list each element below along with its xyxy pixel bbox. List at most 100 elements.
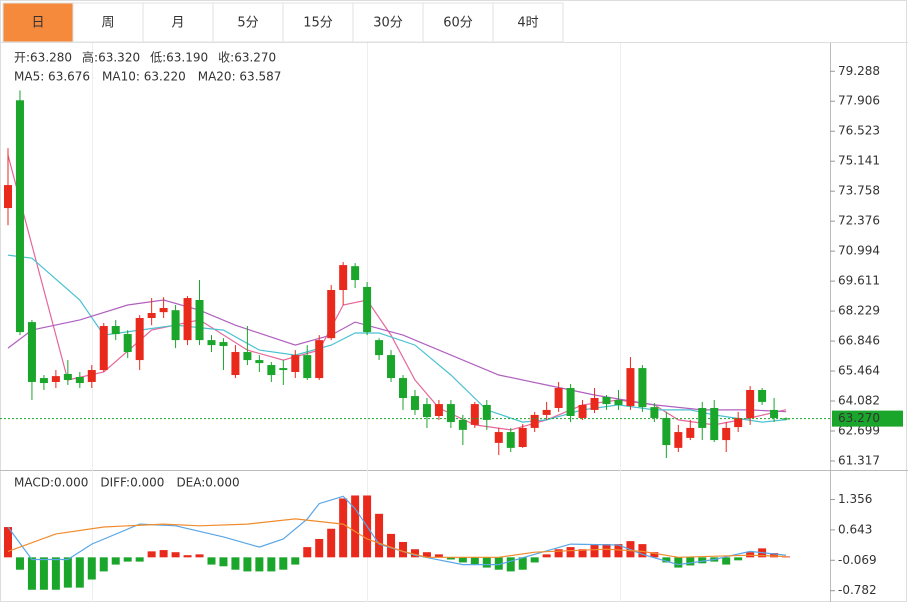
- tab-label[interactable]: 60分: [443, 16, 473, 31]
- candle-body: [63, 373, 72, 381]
- candle-body: [614, 399, 623, 405]
- macd-bar: [267, 557, 276, 572]
- macd-bar: [470, 557, 479, 565]
- tab-label[interactable]: 30分: [373, 16, 403, 31]
- macd-bar: [722, 557, 731, 565]
- macd-bar: [99, 557, 108, 572]
- tab-label[interactable]: 4时: [517, 16, 538, 31]
- macd-bar: [494, 557, 503, 570]
- y-tick-label: 65.464: [838, 364, 880, 378]
- candle-body: [315, 340, 324, 379]
- candle-body: [458, 419, 467, 430]
- macd-bar: [422, 552, 431, 558]
- tab-label[interactable]: 15分: [303, 16, 333, 31]
- candle-body: [183, 298, 192, 341]
- macd-bar: [614, 544, 623, 558]
- candle-body: [159, 308, 168, 313]
- line: [7, 254, 787, 423]
- tab-label[interactable]: 月: [171, 16, 184, 31]
- info-value: 63.280: [30, 51, 72, 65]
- candle-body: [530, 414, 539, 428]
- tab-label[interactable]: 周: [101, 16, 114, 31]
- tab-label[interactable]: 5分: [237, 16, 258, 31]
- macd-bar: [590, 544, 599, 558]
- macd-bar: [734, 557, 743, 561]
- macd-bar: [27, 557, 36, 590]
- candle-body: [39, 378, 48, 384]
- macd-bar: [602, 544, 611, 558]
- candle-body: [75, 376, 84, 384]
- line: [7, 495, 787, 566]
- info-label: 开:: [14, 51, 30, 65]
- candle-body: [566, 388, 575, 417]
- info-value: 63.320: [98, 51, 140, 65]
- candle-body: [638, 368, 647, 408]
- tab[interactable]: [282, 2, 354, 43]
- candle-body: [339, 265, 348, 291]
- info-label: 低:: [150, 51, 166, 65]
- last-price-box: [832, 410, 903, 427]
- y-tick-label: 66.846: [838, 334, 880, 348]
- legend-entry: DEA:0.000: [176, 476, 239, 490]
- candle-body: [267, 365, 276, 376]
- y-tick-label: 72.376: [838, 214, 880, 228]
- candle-body: [15, 100, 24, 333]
- candle-body: [219, 342, 228, 346]
- candle-body: [686, 427, 695, 438]
- candle-body: [662, 417, 671, 446]
- tab[interactable]: [2, 2, 74, 43]
- macd-bar: [674, 557, 683, 568]
- last-price-label: 63.270: [838, 411, 880, 425]
- tab[interactable]: [352, 2, 424, 43]
- y-tick-label: 1.356: [838, 492, 872, 506]
- macd-bar: [387, 533, 396, 558]
- macd-bar: [291, 557, 300, 565]
- y-tick-label: 0.643: [838, 522, 872, 536]
- macd-bar: [159, 550, 168, 558]
- macd-bar: [15, 557, 24, 570]
- candle-body: [351, 266, 360, 281]
- candle-body: [99, 326, 108, 371]
- macd-bar: [303, 547, 312, 558]
- macd-bar: [446, 557, 455, 560]
- tab[interactable]: [492, 2, 564, 43]
- macd-bar: [87, 557, 96, 580]
- candle-body: [303, 355, 312, 379]
- macd-bar: [243, 557, 252, 572]
- candle-body: [51, 376, 60, 382]
- macd-bar: [123, 557, 132, 562]
- info-value: 63.270: [234, 51, 276, 65]
- candle-body: [518, 427, 527, 448]
- y-tick-label: 64.082: [838, 394, 880, 408]
- legend-entry: DIFF:0.000: [100, 476, 164, 490]
- candle-body: [650, 407, 659, 418]
- candle-body: [399, 378, 408, 399]
- candle-body: [758, 389, 767, 402]
- macd-bar: [195, 554, 204, 558]
- y-tick-label: 70.994: [838, 244, 880, 258]
- tab[interactable]: [422, 2, 494, 43]
- legend-entry: MACD:0.000: [14, 476, 88, 490]
- candle-body: [207, 340, 216, 346]
- macd-bar: [542, 554, 551, 558]
- macd-bar: [650, 552, 659, 558]
- candle-body: [554, 388, 563, 408]
- candle-body: [27, 322, 36, 382]
- candle-body: [135, 317, 144, 361]
- candle-body: [255, 360, 264, 364]
- macd-bar: [75, 557, 84, 588]
- tab-label[interactable]: 日: [31, 16, 44, 31]
- legend-entry: MA5: 63.676: [14, 70, 90, 84]
- macd-bar: [51, 557, 60, 590]
- candle-body: [710, 407, 719, 441]
- macd-bar: [171, 552, 180, 558]
- candle-body: [494, 432, 503, 443]
- macd-bar: [135, 557, 144, 562]
- info-value: 63.190: [166, 51, 208, 65]
- macd-bar: [219, 557, 228, 567]
- y-tick-label: 62.699: [838, 423, 880, 437]
- macd-bar: [554, 549, 563, 558]
- tab[interactable]: [212, 2, 284, 43]
